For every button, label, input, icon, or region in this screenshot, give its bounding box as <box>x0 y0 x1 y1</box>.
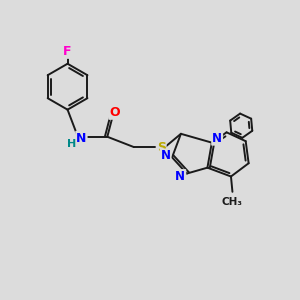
Text: N: N <box>76 132 87 145</box>
Text: N: N <box>175 170 185 183</box>
Text: N: N <box>212 132 222 145</box>
Text: N: N <box>160 149 171 162</box>
Text: CH₃: CH₃ <box>222 197 243 207</box>
Text: F: F <box>63 45 72 58</box>
Text: H: H <box>67 139 76 149</box>
Text: S: S <box>157 141 166 154</box>
Text: O: O <box>110 106 120 119</box>
